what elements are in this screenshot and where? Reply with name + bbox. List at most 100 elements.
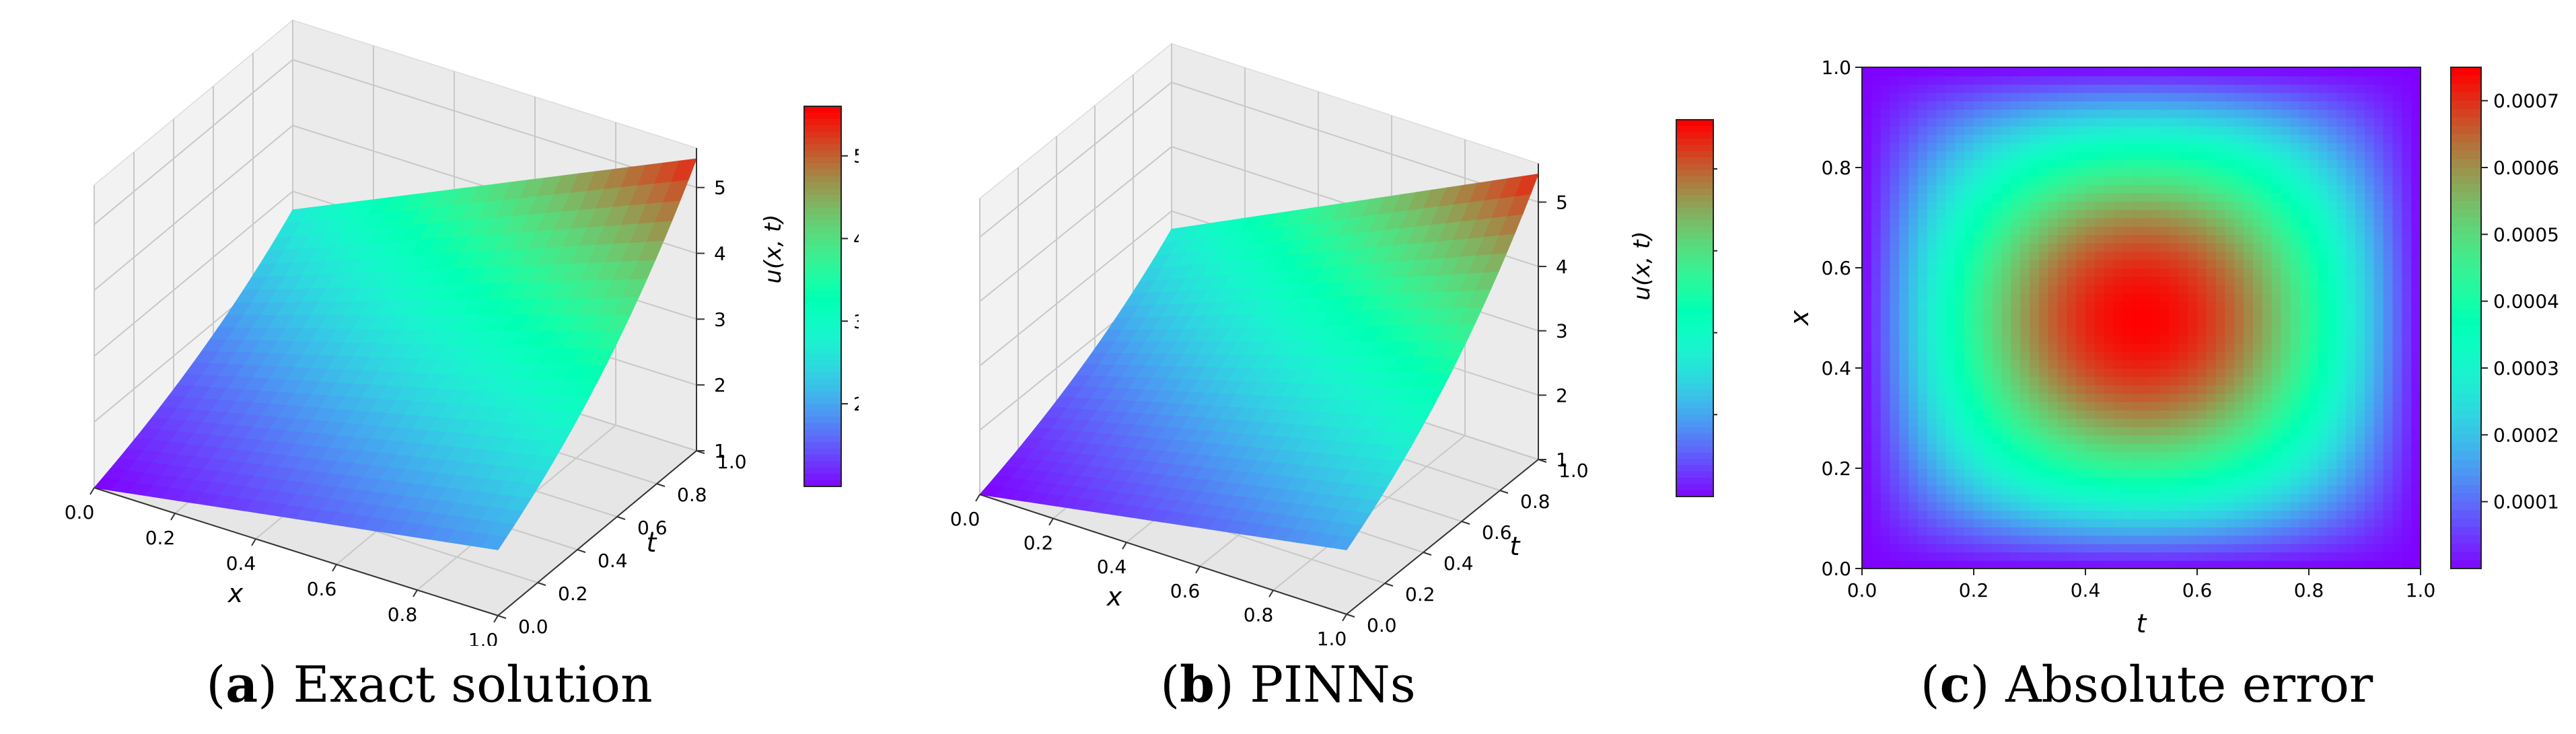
heatmap-cell [2057,259,2068,268]
heatmap-cell [2346,376,2357,386]
heatmap-cell [1974,493,1984,503]
heatmap-cell [2290,484,2301,494]
heatmap-cell [2383,384,2394,394]
heatmap-cell [2085,125,2096,135]
heatmap-cell [2132,83,2142,94]
heatmap-cell [2094,410,2105,419]
heatmap-cell [2169,259,2180,268]
heatmap-cell [1908,184,1919,194]
heatmap-cell [2132,543,2142,553]
colorbar-cell [804,442,841,449]
heatmap-cell [2030,501,2040,511]
t-tick [577,549,586,553]
heatmap-cell [1964,401,1974,411]
heatmap-cell [1927,468,1937,478]
heatmap-cell [1974,342,1984,353]
heatmap-cell [2085,134,2096,143]
heatmap-cell [2178,484,2189,494]
heatmap-cell [2001,159,2012,168]
heatmap-cell [2132,217,2142,227]
heatmap-cell [2373,526,2384,536]
heatmap-cell [2020,301,2030,311]
heatmap-cell [2132,225,2142,235]
heatmap-cell [1974,334,1984,344]
x-tick-label: 0.4 [226,552,256,575]
heatmap-cell [2253,159,2263,168]
heatmap-cell [2355,242,2365,252]
heatmap-cell [2253,259,2263,268]
heatmap-cell [2234,242,2245,252]
heatmap-cell [2244,451,2254,461]
heatmap-cell [2048,318,2059,327]
heatmap-cell [2122,192,2133,202]
heatmap-cell [1862,476,1872,486]
heatmap-cell [2122,200,2133,211]
heatmap-cell [2169,142,2180,152]
heatmap-cell [1955,184,1966,194]
heatmap-cell [2141,342,2151,353]
heatmap-cell [2281,376,2291,386]
heatmap-cell [2225,151,2235,160]
heatmap-cell [1890,560,1900,569]
heatmap-cell [2076,326,2086,336]
heatmap-cell [2113,384,2124,394]
heatmap-cell [2327,443,2338,453]
heatmap-cell [2141,184,2151,194]
heatmap-cell [2225,401,2235,411]
heatmap-cell [2188,426,2198,436]
heatmap-cell [2122,159,2133,168]
heatmap-cell [2122,234,2133,244]
heatmap-cell [2057,359,2068,369]
heatmap-cell [2402,251,2412,260]
heatmap-cell [1862,259,1872,268]
heatmap-cell [1908,493,1919,503]
heatmap-cell [2411,351,2421,361]
heatmap-cell [2057,109,2068,118]
heatmap-cell [1964,460,1974,469]
heatmap-cell [1862,225,1872,235]
colorbar-tick-label: 5 [853,145,859,168]
heatmap-cell [2085,510,2096,519]
heatmap-cell [1927,560,1937,569]
heatmap-cell [2094,301,2105,311]
heatmap-cell [1908,234,1919,244]
heatmap-cell [2262,225,2273,235]
heatmap-cell [2411,368,2421,377]
heatmap-cell [2290,268,2301,277]
heatmap-cell [2020,200,2030,211]
heatmap-cell [1862,410,1872,419]
heatmap-cell [2085,100,2096,110]
heatmap-cell [1936,293,1947,302]
x-tick [1122,542,1127,550]
x-tick [1342,614,1347,622]
heatmap-cell [2281,276,2291,285]
heatmap-cell [2011,376,2022,386]
heatmap-cell [2030,134,2040,143]
heatmap-cell [2383,484,2394,494]
heatmap-cell [1880,184,1891,194]
heatmap-cell [1936,176,1947,185]
colorbar-cell [804,296,841,303]
heatmap-cell [2318,142,2328,152]
colorbar-cell [1676,233,1713,240]
heatmap-cell [1871,268,1882,277]
heatmap-cell [2094,359,2105,369]
heatmap-cell [2038,326,2049,336]
colorbar-cell [1676,471,1713,478]
heatmap-cell [2318,268,2328,277]
x-tick [332,564,337,572]
heatmap-cell [1862,526,1872,536]
heatmap-cell [2085,484,2096,494]
heatmap-cell [2094,276,2105,285]
heatmap-cell [2011,176,2022,185]
heatmap-cell [1974,376,1984,386]
heatmap-cell [2244,376,2254,386]
heatmap-cell [2402,234,2412,244]
heatmap-cell [2188,100,2198,110]
heatmap-cell [2234,293,2245,302]
heatmap-cell [2206,117,2217,126]
heatmap-cell [1918,359,1928,369]
heatmap-cell [1899,451,1910,461]
heatmap-cell [2253,301,2263,311]
heatmap-cell [2132,309,2142,319]
